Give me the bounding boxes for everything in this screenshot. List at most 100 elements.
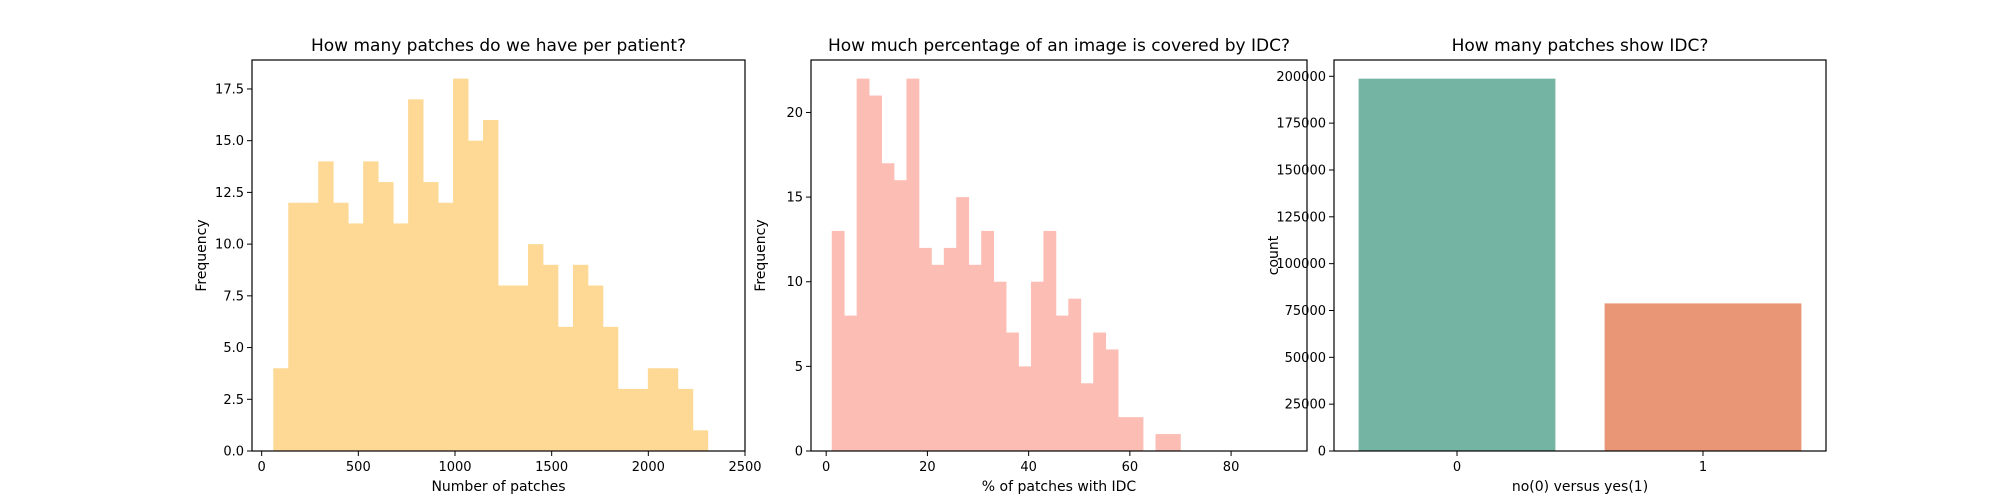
y-tick-label: 15	[786, 191, 803, 206]
y-tick-label: 20	[786, 106, 803, 121]
histogram-bar	[542, 264, 559, 451]
x-tick-label: 1500	[535, 460, 568, 475]
y-tick-label: 10	[786, 275, 803, 290]
y-tick-label: 0.0	[223, 445, 244, 460]
histogram-bar	[856, 78, 870, 451]
histogram-bar	[993, 281, 1007, 451]
histogram-bar	[1018, 366, 1032, 451]
chart-title: How many patches do we have per patient?	[311, 36, 686, 56]
y-tick-label: 175000	[1276, 117, 1326, 132]
y-tick-label: 0	[795, 445, 803, 460]
histogram-bar	[1080, 383, 1094, 451]
y-tick-label: 75000	[1285, 304, 1326, 319]
histogram-bar	[617, 388, 634, 451]
x-axis-label: % of patches with IDC	[982, 479, 1137, 495]
histogram-bar	[513, 285, 529, 451]
histogram-bar	[303, 202, 319, 451]
histogram-bar	[378, 182, 394, 451]
x-tick-label: 40	[1020, 460, 1037, 475]
histogram-bar	[587, 285, 604, 451]
y-tick-label: 17.5	[215, 82, 244, 97]
histogram-bar	[423, 182, 439, 451]
histogram-bar	[363, 161, 379, 452]
bar-0	[1358, 78, 1556, 452]
chart-title: How many patches show IDC?	[1452, 36, 1709, 56]
histogram-bar	[943, 247, 957, 451]
x-tick-label: 1	[1699, 460, 1707, 475]
histogram-bar	[557, 326, 574, 451]
histogram-bar	[981, 230, 995, 451]
histogram-bar	[408, 99, 424, 451]
histogram-bar	[438, 202, 454, 451]
histogram-bar	[906, 78, 920, 451]
histogram-bar	[318, 161, 334, 452]
x-tick-label: 0	[258, 460, 266, 475]
plot-frame	[810, 59, 1308, 452]
histogram-bar	[1105, 349, 1119, 451]
y-tick-label: 0	[1318, 445, 1326, 460]
y-tick-label: 15.0	[215, 134, 244, 149]
y-tick-label: 5.0	[223, 341, 244, 356]
y-tick-label: 25000	[1285, 398, 1326, 413]
histogram-bar	[632, 388, 649, 451]
histogram-bar	[1093, 332, 1107, 451]
histogram-bar	[498, 285, 514, 451]
x-axis-label: Number of patches	[431, 479, 565, 495]
y-axis-label: count	[1266, 235, 1282, 275]
x-axis-label: no(0) versus yes(1)	[1512, 479, 1648, 495]
x-tick-label: 1000	[438, 460, 471, 475]
y-axis-label: Frequency	[194, 219, 210, 291]
histogram-bar	[393, 223, 409, 451]
histogram-bar	[881, 163, 895, 451]
y-tick-label: 5	[795, 360, 803, 375]
histogram-bar	[468, 140, 484, 451]
y-tick-label: 50000	[1285, 351, 1326, 366]
y-tick-label: 200000	[1276, 70, 1326, 85]
y-tick-label: 12.5	[215, 186, 244, 201]
histogram-bar	[647, 368, 664, 451]
histogram-bar	[1068, 298, 1082, 451]
plot-frame	[1333, 59, 1827, 452]
histogram-bar	[527, 244, 544, 451]
y-tick-label: 100000	[1276, 257, 1326, 272]
chart-panel-3: 0 1 0 25000 50000 75000 100000 125000 150000 1750…	[1266, 36, 1827, 495]
histogram-bar	[1118, 417, 1131, 451]
bar-1	[1604, 303, 1802, 451]
histogram-bar	[692, 430, 709, 451]
x-tick-label: 0	[1453, 460, 1461, 475]
y-axis-label: Frequency	[753, 219, 769, 291]
plot-frame	[251, 59, 746, 452]
x-tick-label: 2000	[632, 460, 665, 475]
x-tick-label: 80	[1223, 460, 1240, 475]
histogram-bar	[1055, 315, 1069, 451]
histogram-bar	[869, 95, 882, 451]
histogram-bar	[348, 223, 364, 451]
histogram-bar	[273, 368, 289, 451]
histogram-bar	[1030, 281, 1044, 451]
x-tick-label: 2500	[728, 460, 761, 475]
histogram-bar	[844, 315, 858, 451]
x-tick-label: 60	[1122, 460, 1139, 475]
histogram-bar	[894, 180, 907, 451]
x-tick-label: 20	[919, 460, 936, 475]
histogram-bar	[968, 264, 982, 451]
histogram-bar	[602, 326, 619, 451]
histogram-bar	[662, 368, 679, 451]
chart-panel-2: 0 20 40 60 80 0 5 10 15 20 How much percentage of …	[753, 36, 1308, 495]
histogram-bar	[1155, 434, 1169, 451]
histogram-bar	[918, 247, 932, 451]
y-tick-label: 7.5	[223, 289, 244, 304]
histogram-bar	[1043, 230, 1057, 451]
y-tick-label: 125000	[1276, 210, 1326, 225]
y-tick-label: 150000	[1276, 163, 1326, 178]
histogram-bar	[288, 202, 304, 451]
histogram-bar	[677, 388, 694, 451]
chart-panel-1: 0 500 1000 1500 2000 2500 0.0 2.5 5.0 7.5 10.0 12.5…	[194, 36, 762, 495]
histogram-bar	[1130, 417, 1144, 451]
histogram-bar	[572, 264, 589, 451]
x-tick-label: 0	[822, 460, 830, 475]
histogram-bar	[931, 264, 945, 451]
histogram-bar	[483, 119, 499, 452]
histogram-bar	[1006, 332, 1019, 451]
